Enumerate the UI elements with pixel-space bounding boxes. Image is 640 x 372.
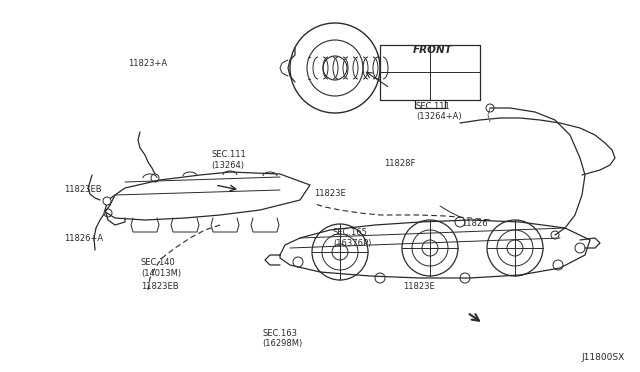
Text: 11823E: 11823E — [314, 189, 346, 198]
Text: SEC.165
(16376P): SEC.165 (16376P) — [333, 228, 371, 248]
Text: 11828F: 11828F — [384, 159, 415, 168]
Text: 11823+A: 11823+A — [127, 59, 167, 68]
Text: J11800SX: J11800SX — [582, 353, 625, 362]
Text: 11823EB: 11823EB — [141, 282, 179, 291]
Text: 11823EB: 11823EB — [64, 185, 102, 194]
Text: FRONT: FRONT — [413, 45, 452, 55]
Text: 11823E: 11823E — [403, 282, 435, 291]
Circle shape — [103, 197, 111, 205]
Text: 11826: 11826 — [461, 219, 487, 228]
Text: 11826+A: 11826+A — [64, 234, 103, 243]
Text: SEC.140
(14013M): SEC.140 (14013M) — [141, 258, 181, 278]
Text: SEC.111
(13264): SEC.111 (13264) — [211, 150, 246, 170]
Text: SEC.163
(16298M): SEC.163 (16298M) — [262, 329, 303, 348]
Text: SEC.111
(13264+A): SEC.111 (13264+A) — [416, 102, 461, 121]
